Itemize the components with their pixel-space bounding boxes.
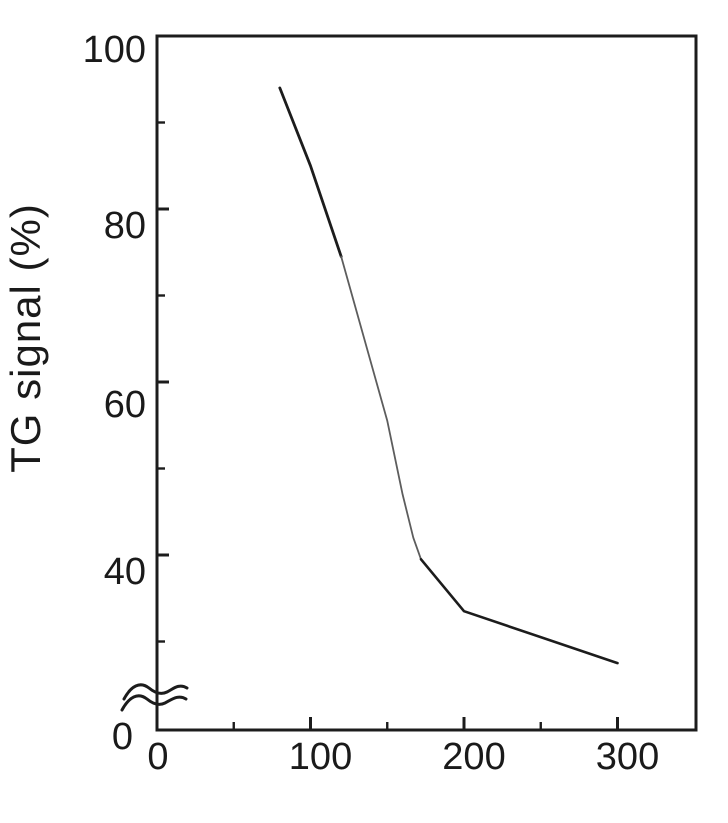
y-tick-label: 0: [112, 716, 133, 758]
curve-segment-lower: [419, 558, 619, 665]
y-axis-break-icon: [120, 683, 189, 712]
y-axis-title: TG signal (%): [2, 203, 49, 473]
tg-signal-curve: [278, 86, 619, 665]
y-tick-label: 60: [104, 384, 146, 426]
x-axis-ticks: [232, 717, 619, 729]
curve-segment-middle: [340, 255, 422, 561]
y-axis-tick-labels: 100 80 60 40 0: [83, 29, 146, 758]
x-tick-label: 200: [442, 736, 505, 778]
plot-frame: [155, 34, 698, 732]
x-tick-label: 0: [147, 736, 168, 778]
x-tick-label: 300: [596, 736, 659, 778]
y-tick-label: 80: [104, 205, 146, 247]
y-axis-ticks: [158, 121, 169, 643]
x-axis-tick-labels: 0 100 200 300: [147, 736, 659, 778]
curve-segment-upper: [278, 86, 343, 258]
y-tick-label: 100: [83, 29, 146, 71]
x-tick-label: 100: [289, 736, 352, 778]
y-tick-label: 40: [104, 551, 146, 593]
